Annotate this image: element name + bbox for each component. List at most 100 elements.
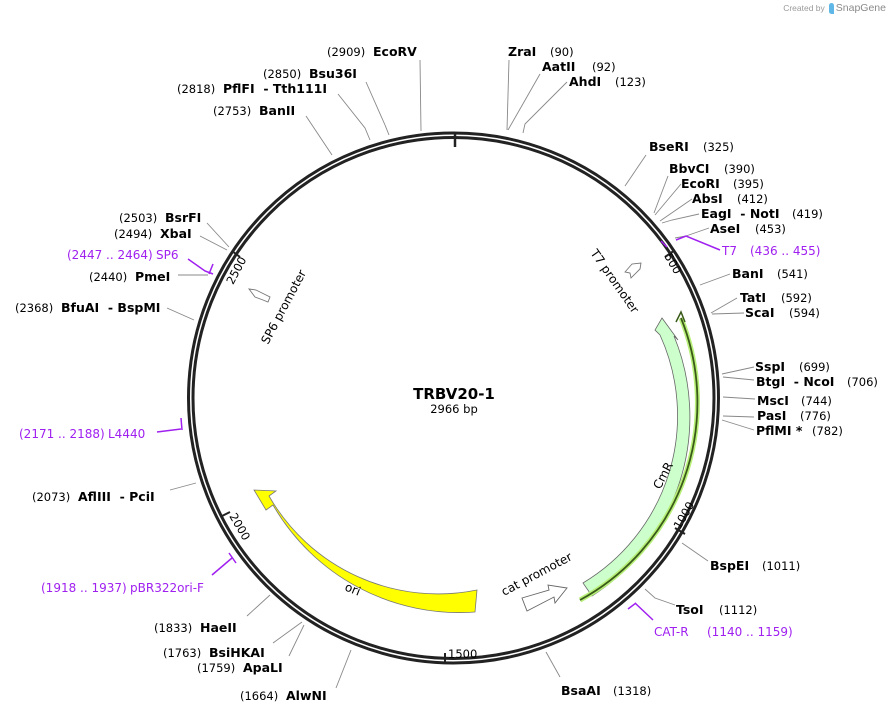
svg-text:(2753): (2753) [213,104,251,118]
enzyme-bseri[interactable]: BseRI (325) [649,139,734,154]
enzyme-bbvci[interactable]: BbvCI (390) [669,161,755,176]
svg-text:pBR322ori-F: pBR322ori-F [130,581,204,595]
svg-text:(419): (419) [792,207,823,221]
enzyme-bsihkai[interactable]: (1763) BsiHKAI [163,645,265,660]
svg-text:SP6 promoter: SP6 promoter [258,267,309,346]
feature-cat-promoter[interactable]: cat promoter [499,550,575,612]
svg-text:(412): (412) [737,192,768,206]
svg-text:(123): (123) [615,75,646,89]
svg-text:BspEI: BspEI [710,558,749,573]
svg-text:PasI: PasI [757,408,786,423]
tick-1500: 1500 [444,647,477,664]
svg-text:(782): (782) [812,424,843,438]
svg-text:EcoRI: EcoRI [681,176,720,191]
svg-text:(1011): (1011) [762,559,800,573]
svg-text:(1664): (1664) [240,689,278,703]
svg-text:(2440): (2440) [89,270,127,284]
enzyme-leader-lines [166,59,756,689]
svg-text:BsiHKAI: BsiHKAI [209,645,265,660]
svg-text:(325): (325) [703,140,734,154]
feature-ori[interactable]: ori [253,489,478,613]
enzyme-zrai[interactable]: ZraI (90) [508,44,574,59]
enzyme-alwni[interactable]: (1664) AlwNI [240,688,327,703]
plasmid-length: 2966 bp [430,402,478,416]
enzyme-haeii[interactable]: (1833) HaeII [154,620,237,635]
enzyme-bsaai[interactable]: BsaAI (1318) [561,683,651,698]
enzyme-apali[interactable]: (1759) ApaLI [197,660,283,675]
svg-text:AatII: AatII [542,59,575,74]
svg-text:(2818): (2818) [177,82,215,96]
svg-text:BsrFI: BsrFI [165,210,201,225]
enzyme-bsrfi[interactable]: (2503) BsrFI [119,210,201,225]
svg-text:ApaLI: ApaLI [243,660,283,675]
svg-text:(390): (390) [724,162,755,176]
svg-text:(90): (90) [550,45,574,59]
svg-text:BanI: BanI [732,266,764,281]
svg-text:(594): (594) [789,306,820,320]
svg-text:XbaI: XbaI [160,226,192,241]
enzyme-bsu36i[interactable]: (2850) Bsu36I [263,66,357,81]
primer-pbr322ori-f[interactable]: (1918 .. 1937) pBR322ori-F [41,581,204,595]
svg-text:BanII: BanII [259,103,295,118]
svg-text:(592): (592) [781,291,812,305]
enzyme-asei[interactable]: AseI (453) [710,221,786,236]
svg-text:EcoRV: EcoRV [373,44,417,59]
svg-text:(2368): (2368) [15,301,53,315]
enzyme-msci[interactable]: MscI (744) [757,393,832,408]
enzyme-banii[interactable]: (2753) BanII [213,103,295,118]
enzyme-ahdi[interactable]: AhdI (123) [569,74,646,89]
svg-text:(1112): (1112) [719,603,757,617]
enzyme-ecorv[interactable]: (2909) EcoRV [327,44,417,59]
svg-text:(2171 .. 2188): (2171 .. 2188) [19,427,105,441]
svg-text:MscI: MscI [757,393,789,408]
enzyme-bspei[interactable]: BspEI (1011) [710,558,800,573]
enzyme-pmei[interactable]: (2440) PmeI [89,269,170,284]
svg-text:BbvCI: BbvCI [669,161,709,176]
credit-brand: SnapGene [835,2,886,14]
svg-text:AlwNI: AlwNI [286,688,327,703]
enzyme-tati[interactable]: TatI (592) [740,290,812,305]
enzyme-bfuai-bspmi[interactable]: (2368) BfuAI - BspMI [15,300,160,315]
svg-text:SP6: SP6 [156,248,179,262]
svg-text:(92): (92) [592,60,616,74]
enzyme-btgi-ncoi[interactable]: BtgI - NcoI (706) [756,374,878,389]
enzyme-absi[interactable]: AbsI (412) [692,191,768,206]
primer-l4440[interactable]: (2171 .. 2188) L4440 [19,427,145,441]
svg-text:TsoI: TsoI [676,602,704,617]
enzyme-bani[interactable]: BanI (541) [732,266,808,281]
enzyme-aatii[interactable]: AatII (92) [542,59,616,74]
svg-text:(699): (699) [799,360,830,374]
feature-t7-promoter[interactable]: T7 promoter [587,246,642,316]
enzyme-afliii-pcii[interactable]: (2073) AflIII - PciI [32,489,155,504]
svg-text:EagI - NotI: EagI - NotI [701,206,780,221]
enzyme-eagi-noti[interactable]: EagI - NotI (419) [701,206,823,221]
svg-text:ori: ori [343,580,363,599]
enzyme-scai[interactable]: ScaI (594) [745,305,820,320]
svg-text:(1833): (1833) [154,621,192,635]
enzyme-pasi[interactable]: PasI (776) [757,408,831,423]
svg-text:HaeII: HaeII [200,620,237,635]
enzyme-ecori[interactable]: EcoRI (395) [681,176,764,191]
svg-text:BtgI - NcoI: BtgI - NcoI [756,374,834,389]
svg-text:L4440: L4440 [108,427,145,441]
enzyme-pflfi-tth111i[interactable]: (2818) PflFI - Tth111I [177,81,327,96]
svg-text:PflFI - Tth111I: PflFI - Tth111I [223,81,327,96]
svg-text:ZraI: ZraI [508,44,536,59]
primer-cat-r[interactable]: CAT-R (1140 .. 1159) [654,625,793,639]
feature-sp6-promoter[interactable]: SP6 promoter [247,267,309,346]
svg-text:SspI: SspI [755,359,785,374]
enzyme-pflmi[interactable]: PflMI * (782) [756,423,843,438]
svg-text:1500: 1500 [448,647,477,661]
primer-t7[interactable]: T7 (436 .. 455) [721,244,820,258]
primer-sp6[interactable]: (2447 .. 2464) SP6 [67,248,179,262]
svg-text:2000: 2000 [226,511,253,543]
enzyme-tsoi[interactable]: TsoI (1112) [676,602,757,617]
svg-text:(541): (541) [777,267,808,281]
svg-text:(776): (776) [800,409,831,423]
svg-text:PmeI: PmeI [135,269,170,284]
svg-text:ScaI: ScaI [745,305,775,320]
svg-text:T7 promoter: T7 promoter [587,246,642,316]
enzyme-xbai[interactable]: (2494) XbaI [114,226,192,241]
svg-text:AbsI: AbsI [692,191,723,206]
enzyme-sspi[interactable]: SspI (699) [755,359,830,374]
